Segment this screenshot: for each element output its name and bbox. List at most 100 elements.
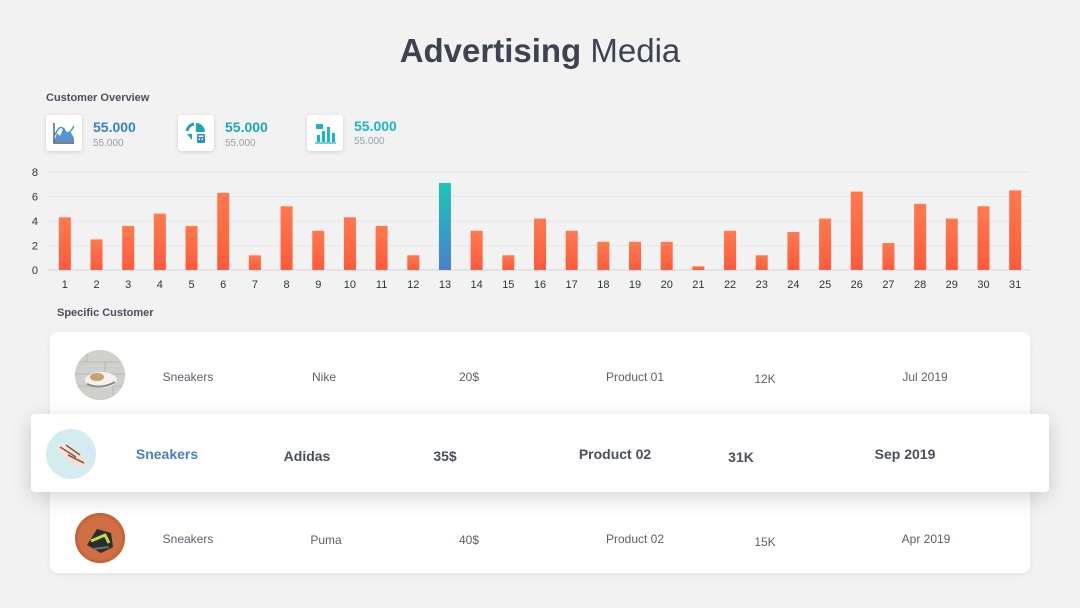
customer-overview-label: Customer Overview xyxy=(46,92,150,104)
bar-3[interactable] xyxy=(122,225,135,270)
bar-26[interactable] xyxy=(850,191,863,270)
bar-20[interactable] xyxy=(660,241,673,270)
row-count: 31K xyxy=(728,449,754,465)
row-product: Product 02 xyxy=(578,446,652,462)
bar-14[interactable] xyxy=(470,230,483,270)
bar-15[interactable] xyxy=(502,255,515,270)
bar-30[interactable] xyxy=(977,206,990,270)
bar-31[interactable] xyxy=(1009,190,1022,270)
x-tick-label: 11 xyxy=(376,279,387,291)
kpi-3-value: 55.000 xyxy=(354,118,397,134)
kpi-2-sub: 55.000 xyxy=(225,138,256,149)
x-tick-label: 27 xyxy=(882,279,894,291)
bar-8[interactable] xyxy=(280,206,293,270)
x-tick-label: 22 xyxy=(724,279,736,291)
product-avatar xyxy=(75,350,125,400)
x-tick-label: 28 xyxy=(914,279,926,291)
bar-1[interactable] xyxy=(58,217,71,270)
x-tick-label: 15 xyxy=(502,279,514,291)
row-count: 12K xyxy=(754,372,776,386)
x-tick-label: 17 xyxy=(566,279,578,291)
x-tick-label: 9 xyxy=(315,279,321,291)
page-title: Advertising Media xyxy=(0,32,1080,70)
row-price: 20$ xyxy=(458,370,480,384)
row-category: Sneakers xyxy=(162,532,214,546)
bar-13[interactable] xyxy=(438,183,451,270)
product-avatar xyxy=(75,513,125,563)
bar-22[interactable] xyxy=(724,230,737,270)
bar-19[interactable] xyxy=(629,241,642,270)
x-tick-label: 19 xyxy=(629,279,641,291)
bar-28[interactable] xyxy=(914,203,927,270)
bar-23[interactable] xyxy=(755,255,768,270)
row-product: Product 01 xyxy=(605,370,665,384)
x-tick-label: 2 xyxy=(93,279,99,291)
bar-17[interactable] xyxy=(565,230,578,270)
row-brand: Puma xyxy=(310,533,342,547)
bar-9[interactable] xyxy=(312,230,325,270)
bar-16[interactable] xyxy=(534,218,546,270)
bar-24[interactable] xyxy=(787,232,800,270)
specific-customer-label: Specific Customer xyxy=(57,307,154,319)
title-bold: Advertising xyxy=(399,32,582,69)
bar-chart-icon xyxy=(307,115,343,151)
table-row-highlighted[interactable]: Sneakers Adidas 35$ Product 02 31K Sep 2… xyxy=(31,414,1049,492)
y-tick-label: 0 xyxy=(32,265,38,277)
title-light: Media xyxy=(590,32,681,69)
bar-11[interactable] xyxy=(375,225,388,270)
row-brand: Nike xyxy=(311,370,337,384)
row-product: Product 02 xyxy=(605,532,665,546)
row-category: Sneakers xyxy=(162,370,214,384)
kpi-2-value: 55.000 xyxy=(225,119,268,135)
bar-10[interactable] xyxy=(343,217,356,270)
x-tick-label: 20 xyxy=(661,279,673,291)
y-tick-label: 6 xyxy=(32,192,38,204)
x-tick-label: 12 xyxy=(407,279,419,291)
table-row[interactable]: Sneakers Puma 40$ Product 02 15K Apr 201… xyxy=(50,498,1030,578)
row-date: Jul 2019 xyxy=(902,370,948,384)
bar-18[interactable] xyxy=(597,241,610,270)
y-tick-label: 2 xyxy=(32,241,38,253)
row-count: 15K xyxy=(754,535,776,549)
x-tick-label: 31 xyxy=(1009,279,1021,291)
x-tick-label: 6 xyxy=(220,279,226,291)
bar-29[interactable] xyxy=(945,218,958,270)
x-tick-label: 13 xyxy=(439,279,451,291)
x-tick-label: 25 xyxy=(819,279,831,291)
row-date: Apr 2019 xyxy=(901,532,951,546)
y-tick-label: 4 xyxy=(32,216,38,228)
bar-21[interactable] xyxy=(692,266,705,270)
bar-5[interactable] xyxy=(185,225,198,270)
bar-25[interactable] xyxy=(819,218,832,270)
kpi-1-sub: 55.000 xyxy=(93,138,124,149)
row-brand: Adidas xyxy=(283,448,331,464)
x-tick-label: 3 xyxy=(125,279,131,291)
bar-4[interactable] xyxy=(153,213,166,270)
x-tick-label: 5 xyxy=(188,279,194,291)
x-tick-label: 4 xyxy=(157,279,163,291)
bar-12[interactable] xyxy=(407,255,420,270)
x-tick-label: 18 xyxy=(597,279,609,291)
bar-7[interactable] xyxy=(248,255,261,270)
table-row[interactable]: Sneakers Nike 20$ Product 01 12K Jul 201… xyxy=(50,335,1030,415)
x-tick-label: 30 xyxy=(977,279,989,291)
x-tick-label: 16 xyxy=(534,279,546,291)
x-tick-label: 23 xyxy=(756,279,768,291)
x-tick-label: 10 xyxy=(344,279,356,291)
x-tick-label: 26 xyxy=(851,279,863,291)
pie-calculator-icon xyxy=(178,115,214,151)
y-tick-label: 8 xyxy=(32,167,38,179)
bar-2[interactable] xyxy=(90,239,103,270)
x-tick-label: 14 xyxy=(471,279,483,291)
bar-6[interactable] xyxy=(217,192,230,270)
row-category: Sneakers xyxy=(135,446,199,462)
bar-27[interactable] xyxy=(882,243,895,270)
kpi-3-sub: 55.000 xyxy=(354,136,385,147)
area-chart-icon xyxy=(46,115,82,151)
x-tick-label: 29 xyxy=(946,279,958,291)
row-price: 35$ xyxy=(433,448,457,464)
x-tick-label: 7 xyxy=(252,279,258,291)
x-tick-label: 1 xyxy=(62,279,68,291)
row-date: Sep 2019 xyxy=(874,446,936,462)
